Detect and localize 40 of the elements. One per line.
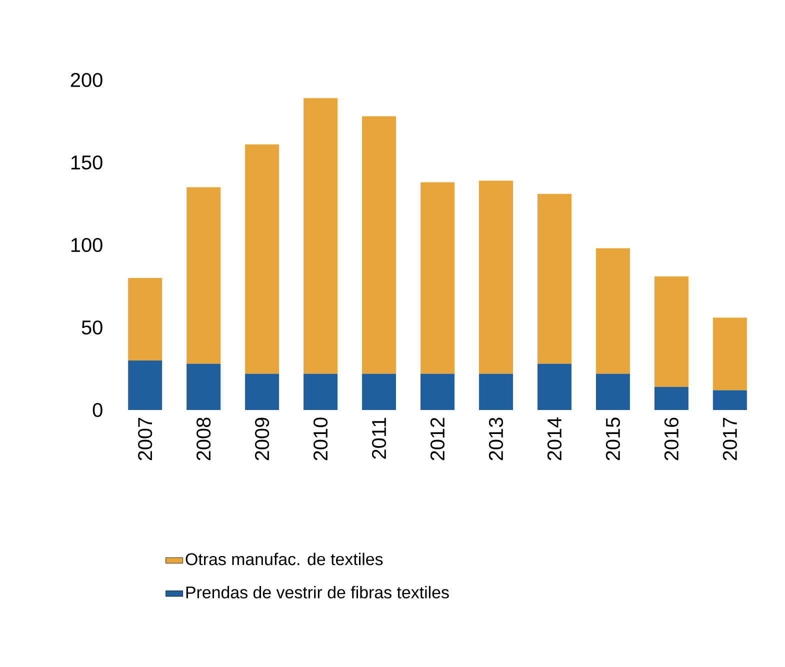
bar: [304, 98, 338, 374]
bar: [245, 144, 280, 374]
bar: [654, 386, 688, 410]
x-tick-label: 2015: [606, 418, 620, 460]
x-tick-label: 2016: [664, 418, 678, 460]
y-tick-label: 50: [82, 320, 102, 335]
bar: [304, 374, 338, 410]
bar: [596, 248, 630, 374]
bar: [362, 374, 396, 410]
legend-label: Prendas de vestrir de fibras textiles: [186, 586, 449, 598]
y-tick-label: 100: [71, 238, 102, 252]
bar: [478, 374, 513, 410]
bar: [128, 360, 162, 410]
x-tick-label: 2012: [430, 418, 445, 460]
x-tick-label: 2017: [722, 418, 737, 460]
bar: [712, 390, 747, 410]
x-tick-label: 2013: [488, 418, 504, 460]
bar: [537, 364, 572, 410]
bar: [654, 276, 688, 387]
y-tick-label: 200: [70, 72, 102, 88]
bar: [186, 364, 221, 410]
bar: [186, 187, 221, 364]
x-tick-label: 2014: [547, 417, 562, 460]
bar: [128, 278, 162, 360]
legend-label: Otras manufac. de textiles: [186, 552, 383, 566]
x-tick-label: 2011: [372, 418, 386, 459]
bar: [420, 182, 455, 374]
bar: [420, 374, 455, 410]
x-tick-label: 2009: [255, 418, 270, 460]
y-tick-label: 150: [71, 155, 102, 170]
bar: [478, 180, 513, 374]
y-tick-label: 0: [92, 402, 102, 418]
bar: [537, 194, 572, 364]
bar: [596, 374, 630, 410]
bar: [245, 374, 280, 410]
x-tick-label: 2010: [313, 418, 328, 460]
bar: [362, 116, 396, 374]
x-tick-label: 2007: [138, 418, 152, 460]
bar: [712, 318, 747, 390]
x-tick-label: 2008: [196, 418, 211, 460]
